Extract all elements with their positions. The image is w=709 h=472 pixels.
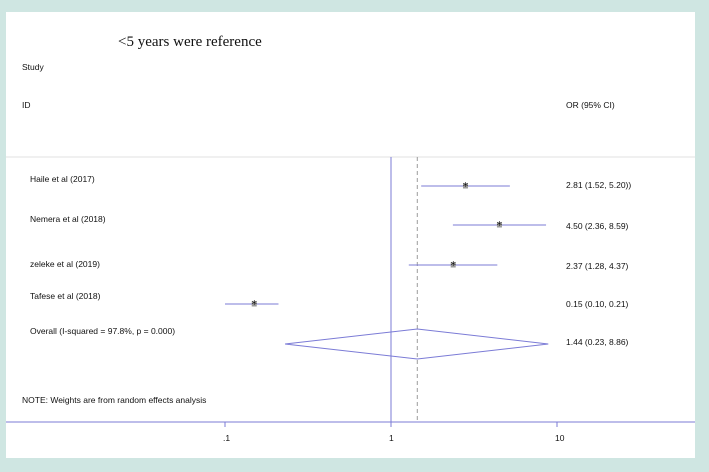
study-effect-label: 2.37 (1.28, 4.37) [566,261,629,271]
plot-panel [6,12,695,458]
point-estimate-marker: * [251,298,257,311]
header-id: ID [22,100,31,110]
x-tick-label: 1 [389,433,394,443]
study-name: zeleke et al (2019) [30,259,100,269]
header-study: Study [22,62,44,72]
overall-diamond [284,328,549,360]
header-effect: OR (95% CI) [566,100,615,110]
weight-box [496,222,502,228]
weights-note: NOTE: Weights are from random effects an… [22,395,207,405]
point-estimate-marker: * [463,180,469,193]
weight-box [450,262,456,268]
point-estimate-marker: * [450,259,456,272]
overall-name: Overall (I-squared = 97.8%, p = 0.000) [30,326,176,336]
study-name: Nemera et al (2018) [30,214,106,224]
weight-box [462,183,468,189]
point-estimate-marker: * [497,219,503,232]
weight-box [251,301,257,307]
overall-effect-label: 1.44 (0.23, 8.86) [566,337,629,347]
study-effect-label: 4.50 (2.36, 8.59) [566,221,629,231]
x-tick-label: .1 [223,433,231,443]
study-name: Haile et al (2017) [30,174,95,184]
plot-title: <5 years were reference [118,34,262,50]
study-name: Tafese et al (2018) [30,291,101,301]
x-tick-label: 10 [555,433,565,443]
study-effect-label: 0.15 (0.10, 0.21) [566,299,629,309]
study-effect-label: 2.81 (1.52, 5.20)) [566,180,632,190]
